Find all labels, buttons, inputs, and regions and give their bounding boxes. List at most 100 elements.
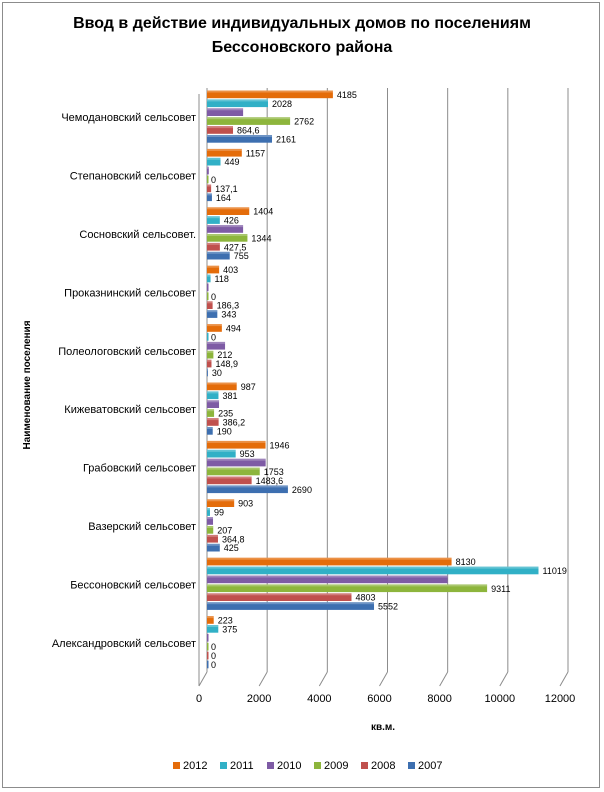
- legend-label: 2010: [277, 760, 301, 772]
- bar-face: [207, 418, 219, 426]
- bar: [207, 350, 214, 359]
- bar-face: [207, 642, 209, 651]
- bar: [207, 584, 488, 593]
- bar-highlight: [207, 251, 230, 254]
- bar-face: [207, 427, 213, 435]
- bar: [207, 476, 252, 485]
- bar-highlight: [207, 427, 213, 429]
- bar-face: [207, 175, 209, 184]
- bar-face: [207, 292, 209, 301]
- bar-face: [207, 157, 221, 166]
- bar-face: [207, 517, 214, 525]
- bar-face: [207, 651, 209, 660]
- legend-label: 2007: [418, 760, 442, 772]
- data-label: 4803: [355, 593, 375, 603]
- bar-face: [207, 409, 215, 417]
- bar: [207, 485, 288, 494]
- bar-face: [207, 274, 211, 283]
- bar-highlight: [207, 135, 273, 137]
- data-label: 426: [224, 216, 239, 226]
- bar-highlight: [207, 184, 212, 187]
- bar: [207, 126, 234, 134]
- bar-highlight: [207, 400, 220, 403]
- gridline-floor: [258, 671, 268, 687]
- category-label: Полеологовский сельсовет: [58, 346, 196, 358]
- bar: [207, 283, 209, 292]
- legend-label: 2011: [230, 760, 254, 772]
- bar: [207, 333, 209, 341]
- bar: [207, 499, 235, 507]
- data-label: 164: [216, 193, 231, 203]
- bar-highlight: [207, 157, 221, 160]
- data-label: 425: [224, 543, 239, 553]
- bar: [207, 324, 222, 332]
- data-label: 190: [217, 426, 232, 436]
- bar-face: [207, 449, 236, 458]
- bar: [207, 274, 211, 283]
- bar: [207, 440, 266, 449]
- bar-highlight: [207, 458, 266, 461]
- bar-face: [207, 310, 218, 318]
- bar: [207, 508, 210, 516]
- bar-face: [207, 467, 260, 476]
- data-label: 148,9: [215, 359, 238, 369]
- bar: [207, 616, 214, 624]
- data-label: 99: [214, 508, 224, 518]
- bar-face: [207, 225, 244, 233]
- bar-face: [207, 99, 269, 108]
- bar-face: [207, 526, 214, 534]
- bar: [207, 117, 291, 125]
- data-label: 755: [234, 251, 249, 261]
- labels-layer: 418520282762864,6216111574490137,1164140…: [211, 90, 567, 670]
- bar-highlight: [207, 418, 219, 421]
- bar: [207, 467, 260, 476]
- data-label: 11019: [542, 566, 566, 576]
- x-tick-label: 10000: [485, 693, 516, 705]
- legend-swatch: [173, 762, 180, 769]
- data-label: 864,6: [237, 126, 260, 136]
- bar-face: [207, 341, 226, 350]
- bar-face: [207, 193, 212, 202]
- bar-face: [207, 391, 219, 400]
- bar-highlight: [207, 368, 208, 371]
- chart-title-line-2: Бессоновского района: [211, 39, 393, 56]
- bar-highlight: [207, 301, 213, 304]
- bar-highlight: [207, 476, 252, 479]
- data-label: 118: [215, 274, 229, 284]
- bar: [207, 660, 209, 669]
- bar-face: [207, 135, 273, 143]
- data-label: 0: [211, 332, 216, 342]
- category-label: Сосновский сельсовет.: [79, 229, 196, 241]
- bar-face: [207, 508, 210, 516]
- bar-highlight: [207, 242, 220, 245]
- legend-swatch: [361, 762, 368, 769]
- bar-highlight: [207, 625, 219, 627]
- bar: [207, 633, 209, 642]
- data-label: 386,2: [223, 418, 246, 428]
- data-label: 212: [217, 350, 232, 360]
- bar-highlight: [207, 108, 244, 111]
- bar: [207, 593, 352, 601]
- data-label: 0: [211, 292, 216, 302]
- bar-face: [207, 333, 209, 341]
- legend-swatch: [267, 762, 274, 769]
- category-label: Бессоновский сельсовет: [70, 579, 196, 591]
- bar-face: [207, 283, 209, 292]
- gridline-floor: [379, 671, 388, 687]
- bar: [207, 651, 209, 660]
- bar-face: [207, 148, 242, 157]
- bar: [207, 135, 273, 143]
- data-label: 5552: [378, 602, 398, 612]
- data-label: 0: [211, 642, 216, 652]
- category-label: Вазерский сельсовет: [88, 521, 196, 533]
- bar-highlight: [207, 99, 269, 102]
- bar: [207, 157, 221, 166]
- bar-face: [207, 265, 220, 274]
- bar: [207, 310, 218, 318]
- bar-face: [207, 382, 237, 391]
- bar-highlight: [207, 485, 288, 488]
- data-label: 0: [211, 660, 216, 670]
- bar-highlight: [207, 382, 237, 385]
